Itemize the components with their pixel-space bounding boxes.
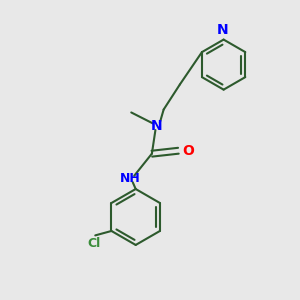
Text: NH: NH	[119, 172, 140, 185]
Text: Cl: Cl	[87, 237, 101, 250]
Text: N: N	[151, 119, 162, 133]
Text: O: O	[182, 144, 194, 158]
Text: N: N	[216, 23, 228, 37]
